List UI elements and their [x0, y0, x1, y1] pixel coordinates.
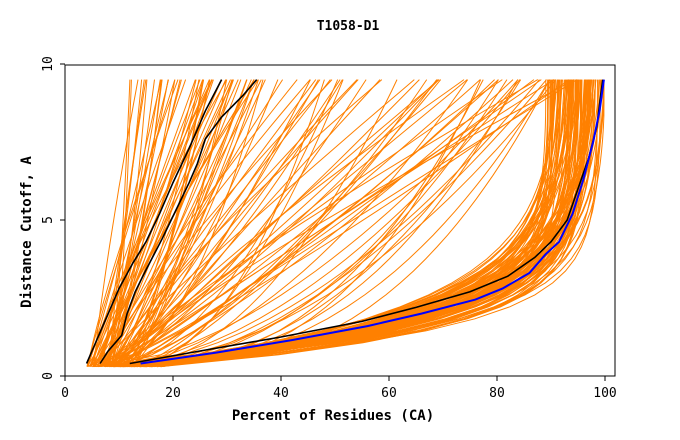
model-curve [100, 79, 331, 367]
model-curve [149, 79, 570, 368]
model-curve [89, 79, 242, 367]
model-curve [92, 79, 519, 368]
model-curve [134, 79, 442, 368]
x-tick-label: 60 [381, 386, 397, 401]
model-curve [90, 79, 210, 367]
model-curve [131, 79, 547, 368]
model-curve [160, 79, 571, 368]
model-curve [114, 79, 550, 368]
model-curve [109, 79, 367, 368]
model-curve [89, 79, 197, 367]
model-curve [100, 79, 148, 367]
y-tick-label: 0 [41, 372, 56, 380]
model-curve [95, 79, 495, 368]
model-curve [121, 79, 522, 368]
model-curve [113, 79, 575, 367]
model-curve [119, 79, 555, 368]
model-curve [93, 79, 234, 367]
model-curve [92, 79, 143, 367]
model-curve [110, 79, 339, 368]
model-curve [130, 79, 578, 368]
model-curves [86, 79, 605, 368]
model-curve [107, 79, 469, 368]
model-curve [126, 79, 266, 367]
x-tick-label: 100 [593, 386, 616, 401]
x-tick-label: 40 [273, 386, 289, 401]
model-curve [156, 79, 586, 368]
model-curve [111, 79, 481, 368]
model-curve [134, 79, 558, 368]
model-curve [152, 79, 605, 368]
model-curve [101, 79, 145, 367]
model-curve [110, 79, 539, 367]
model-curve [124, 79, 321, 367]
model-curve [116, 79, 358, 367]
model-curve [124, 79, 573, 368]
model-curve [144, 79, 547, 368]
model-curve [102, 79, 262, 367]
highlight-series-line [85, 79, 223, 364]
model-curve [125, 79, 535, 368]
model-curve [99, 79, 415, 367]
model-curve [104, 79, 540, 368]
model-curve [102, 79, 255, 368]
model-curve [99, 79, 439, 368]
model-curve [129, 79, 359, 367]
model-curve [114, 79, 601, 368]
model-curve [87, 79, 179, 367]
model-curve [130, 79, 319, 367]
y-tick-label: 5 [41, 216, 56, 224]
highlight-series-line [140, 79, 605, 365]
model-curve [137, 79, 587, 368]
chart-title: T1058-D1 [317, 19, 380, 34]
x-axis-label: Percent of Residues (CA) [232, 408, 434, 424]
model-curve [94, 79, 169, 367]
model-curve [86, 79, 176, 367]
model-curve [112, 79, 231, 367]
model-curve [105, 79, 131, 367]
model-curve [151, 79, 551, 368]
model-curve [100, 79, 163, 367]
model-curve [100, 79, 155, 367]
model-curve [133, 79, 551, 368]
model-curve [120, 79, 499, 368]
model-curve [86, 79, 213, 367]
model-curve [120, 79, 465, 367]
x-axis-ticks: 0 20 40 60 80 100 [61, 376, 617, 401]
model-curve [125, 79, 484, 368]
model-curve [128, 79, 582, 368]
model-curve [109, 79, 233, 368]
model-curve [111, 79, 383, 367]
y-axis-ticks: 0 5 10 [41, 56, 65, 380]
model-curve [123, 79, 398, 368]
model-curve [142, 79, 597, 368]
model-curve [100, 79, 333, 367]
model-curve [121, 79, 514, 368]
x-tick-label: 0 [61, 386, 69, 401]
model-curve [110, 79, 204, 368]
model-curve [103, 79, 420, 368]
x-tick-label: 80 [489, 386, 505, 401]
model-curve [100, 79, 239, 367]
y-axis-label: Distance Cutoff, A [19, 156, 35, 308]
model-curve [119, 79, 468, 367]
x-tick-label: 20 [165, 386, 181, 401]
model-curve [97, 79, 259, 367]
y-tick-label: 10 [41, 56, 56, 72]
model-curve [99, 79, 200, 368]
highlight-curves [85, 79, 605, 365]
highlight-series-line [99, 79, 258, 364]
